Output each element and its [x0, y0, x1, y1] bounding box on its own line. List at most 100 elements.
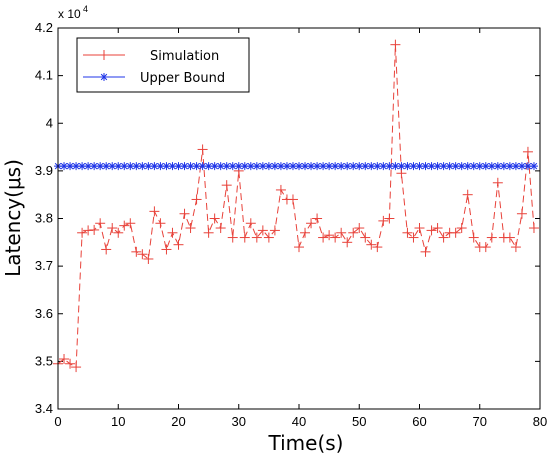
- data-point-upper-bound: [264, 162, 273, 171]
- data-point-upper-bound: [331, 162, 340, 171]
- data-point-upper-bound: [445, 162, 454, 171]
- data-point-upper-bound: [120, 162, 129, 171]
- data-point-upper-bound: [168, 162, 177, 171]
- y-axis-title: Latency(μs): [1, 159, 25, 277]
- data-point-upper-bound: [337, 162, 346, 171]
- data-point-upper-bound: [150, 162, 159, 171]
- data-point-upper-bound: [282, 162, 291, 171]
- data-point-upper-bound: [307, 162, 316, 171]
- data-point-upper-bound: [96, 162, 105, 171]
- series-simulation: [53, 39, 539, 373]
- data-point-upper-bound: [397, 162, 406, 171]
- data-point-upper-bound: [276, 162, 285, 171]
- x-tick-label: 80: [533, 414, 547, 429]
- data-point-upper-bound: [295, 162, 303, 171]
- data-point-upper-bound: [403, 162, 412, 171]
- y-tick-label: 3.8: [35, 211, 53, 226]
- data-point-upper-bound: [246, 162, 255, 171]
- data-point-upper-bound: [156, 162, 165, 171]
- data-point-upper-bound: [102, 162, 111, 171]
- y-axis-ticks: 3.4 3.5 3.6 3.7 3.8 3.9 4 4.1 4.2: [35, 20, 540, 416]
- data-point-upper-bound: [162, 162, 171, 171]
- data-point-upper-bound: [252, 162, 261, 171]
- data-point-upper-bound: [114, 162, 123, 171]
- data-point-upper-bound: [216, 162, 225, 171]
- legend: Simulation Upper Bound: [76, 37, 250, 93]
- data-point-upper-bound: [90, 162, 99, 171]
- data-point-upper-bound: [421, 162, 430, 171]
- legend-simulation-marker: [99, 50, 109, 60]
- data-point-upper-bound: [355, 162, 364, 171]
- x-tick-label: 50: [352, 414, 366, 429]
- data-point-upper-bound: [469, 162, 478, 171]
- data-point-upper-bound: [210, 162, 219, 171]
- x-axis-title: Time(s): [268, 431, 344, 455]
- legend-box: [76, 37, 250, 93]
- x-tick-label: 20: [171, 414, 185, 429]
- data-point-upper-bound: [126, 162, 135, 171]
- data-point-upper-bound: [180, 162, 189, 171]
- data-point-upper-bound: [505, 162, 514, 171]
- data-point-upper-bound: [222, 162, 231, 171]
- data-point-upper-bound: [493, 162, 502, 171]
- data-point-upper-bound: [144, 162, 153, 171]
- y-tick-label: 4.2: [35, 20, 53, 35]
- data-point-upper-bound: [228, 162, 237, 171]
- plot-frame: [57, 27, 541, 410]
- x-tick-label: 60: [412, 414, 426, 429]
- data-point-upper-bound: [60, 162, 69, 171]
- data-point-upper-bound: [451, 162, 460, 171]
- series-upper-bound: [54, 162, 538, 171]
- x-tick-label: 40: [292, 414, 306, 429]
- x-axis-ticks: 0 10 20 30 40 50 60 70 80: [54, 28, 547, 429]
- data-point-upper-bound: [349, 162, 358, 171]
- legend-upper-bound-star: [100, 73, 108, 81]
- data-point-upper-bound: [240, 162, 249, 171]
- data-point-upper-bound: [499, 162, 508, 171]
- data-point-upper-bound: [234, 162, 243, 171]
- data-point-upper-bound: [439, 162, 448, 171]
- data-point-upper-bound: [523, 162, 532, 171]
- data-point-upper-bound: [409, 162, 418, 171]
- data-point-upper-bound: [186, 162, 195, 171]
- x-tick-label: 0: [54, 414, 61, 429]
- x-tick-label: 10: [111, 414, 125, 429]
- x-tick-label: 70: [473, 414, 487, 429]
- y-tick-label: 3.7: [35, 258, 53, 273]
- data-point-upper-bound: [427, 162, 436, 171]
- data-point-upper-bound: [487, 162, 496, 171]
- x-tick-label: 30: [232, 414, 246, 429]
- data-point-upper-bound: [367, 162, 376, 171]
- data-point-upper-bound: [379, 162, 388, 171]
- legend-simulation-label: Simulation: [150, 49, 219, 64]
- data-point-upper-bound: [270, 162, 279, 171]
- data-point-upper-bound: [108, 162, 117, 171]
- data-point-upper-bound: [313, 162, 322, 171]
- data-point-upper-bound: [343, 162, 352, 171]
- legend-upper-bound-label: Upper Bound: [140, 71, 225, 86]
- y-tick-label: 3.9: [35, 163, 53, 178]
- data-point-upper-bound: [481, 162, 490, 171]
- data-point-upper-bound: [174, 162, 183, 171]
- legend-upper-bound-marker: [100, 73, 108, 81]
- data-point-upper-bound: [391, 162, 400, 171]
- data-point-upper-bound: [288, 162, 297, 171]
- y-exponent-power: 4: [83, 4, 88, 14]
- data-point-upper-bound: [301, 162, 310, 171]
- data-point-upper-bound: [463, 162, 472, 171]
- y-tick-label: 4: [46, 115, 53, 130]
- y-tick-label: 3.5: [35, 353, 53, 368]
- data-point-upper-bound: [475, 162, 484, 171]
- y-tick-label: 3.6: [35, 306, 53, 321]
- data-point-upper-bound: [511, 162, 520, 171]
- data-point-upper-bound: [78, 162, 87, 171]
- y-tick-label: 4.1: [35, 68, 53, 83]
- data-point-upper-bound: [319, 162, 328, 171]
- data-point-upper-bound: [415, 162, 424, 171]
- data-point-upper-bound: [457, 162, 466, 171]
- y-tick-label: 3.4: [35, 401, 53, 416]
- data-point-upper-bound: [361, 162, 370, 171]
- data-point-upper-bound: [72, 162, 81, 171]
- data-point-upper-bound: [192, 162, 201, 171]
